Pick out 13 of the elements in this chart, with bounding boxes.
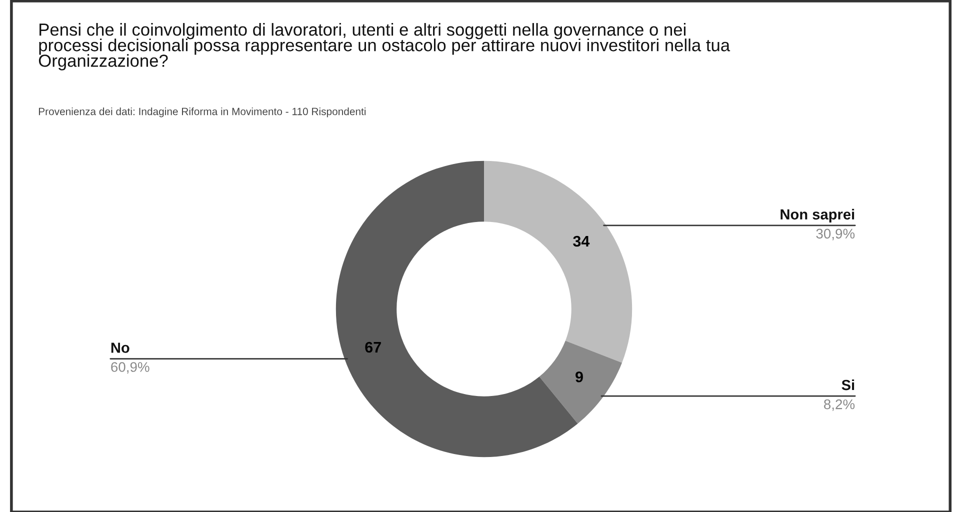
chart-subtitle: Provenienza dei dati: Indagine Riforma in Movimento - 110 Rispondenti <box>38 108 366 118</box>
donut-slice <box>484 160 632 363</box>
data-label: 67 <box>365 342 381 353</box>
slice-label: Si <box>842 379 854 390</box>
chart-title: Pensi che il coinvolgimento di lavoratori, utenti e altri soggetti nella governance o nei processi decisionali possa rappresentare un ostacolo per attirare nuovi investitori nella tua Organizzazione? <box>38 23 730 70</box>
text: 60,9% <box>111 362 150 374</box>
text: 8,2% <box>824 399 855 411</box>
text: 30,9% <box>816 228 855 240</box>
donut-slice <box>539 340 622 424</box>
data-label: 9 <box>576 371 583 382</box>
slice-label: Non saprei <box>780 208 854 222</box>
data-label: 34 <box>573 236 590 247</box>
slice-label: No <box>111 342 130 353</box>
